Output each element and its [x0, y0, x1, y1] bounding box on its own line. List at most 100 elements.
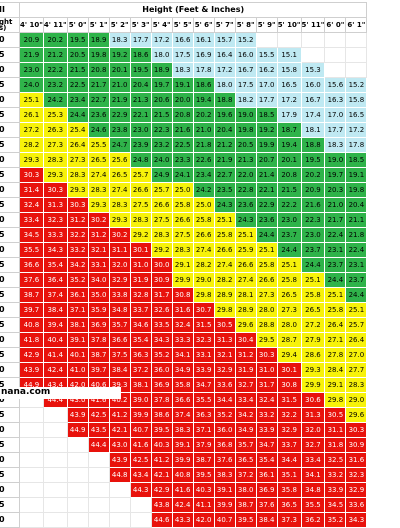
table-row: 5 43.842.441.139.938.737.636.535.534.533.…	[0, 497, 368, 513]
bmi-cell: 23.4	[66, 92, 89, 108]
bmi-cell: 25.0	[192, 197, 215, 213]
bmi-cell: 27.9	[300, 332, 326, 348]
bmi-cell: 33.6	[213, 377, 236, 393]
bmi-cell: 30.1	[276, 362, 302, 378]
empty-cell	[66, 512, 89, 528]
bmi-cell: 21.0	[324, 197, 347, 213]
weight-row-label: 0	[0, 422, 20, 438]
bmi-cell: 29.8	[213, 302, 236, 318]
column-header: 5' 5"	[171, 17, 194, 33]
bmi-cell: 35.5	[19, 242, 44, 258]
bmi-cell: 20.4	[213, 122, 236, 138]
bmi-cell: 32.0	[300, 422, 326, 438]
bmi-cell: 18.3	[324, 137, 347, 153]
bmi-cell: 24.4	[276, 242, 302, 258]
bmi-cell: 22.9	[108, 107, 131, 123]
bmi-cell: 28.7	[276, 332, 302, 348]
bmi-cell: 36.4	[42, 272, 68, 288]
bmi-cell: 31.5	[192, 317, 215, 333]
table-row: 037.636.435.234.032.931.930.929.929.028.…	[0, 272, 368, 288]
empty-cell	[66, 482, 89, 498]
bmi-cell: 34.2	[66, 257, 89, 273]
bmi-cell: 31.2	[234, 347, 257, 363]
bmi-cell: 18.7	[276, 122, 302, 138]
bmi-cell: 28.3	[345, 377, 368, 393]
bmi-cell: 34.3	[345, 512, 368, 528]
bmi-cell: 40.1	[66, 347, 89, 363]
bmi-cell: 24.4	[255, 227, 278, 243]
empty-cell	[19, 512, 44, 528]
weight-row-label: 5	[0, 107, 20, 123]
bmi-cell: 34.7	[192, 377, 215, 393]
bmi-cell: 22.3	[150, 122, 173, 138]
bmi-cell: 29.2	[150, 242, 173, 258]
bmi-cell: 32.3	[192, 332, 215, 348]
bmi-cell: 19.8	[234, 122, 257, 138]
table-row: 031.430.329.328.327.426.625.725.024.223.…	[0, 182, 368, 198]
bmi-cell: 34.3	[42, 242, 68, 258]
bmi-cell: 39.5	[150, 422, 173, 438]
bmi-cell: 24.0	[19, 77, 44, 93]
bmi-cell: 38.3	[171, 422, 194, 438]
bmi-cell: 19.4	[276, 137, 302, 153]
bmi-cell: 41.8	[19, 332, 44, 348]
bmi-cell: 34.4	[213, 392, 236, 408]
bmi-cell: 19.0	[324, 152, 347, 168]
bmi-cell: 24.4	[66, 107, 89, 123]
bmi-cell: 17.9	[276, 107, 302, 123]
empty-cell	[324, 32, 347, 48]
column-header: 5' 10"	[276, 17, 302, 33]
bmi-cell: 26.6	[234, 257, 257, 273]
bmi-cell: 15.8	[276, 62, 302, 78]
bmi-cell: 27.2	[300, 317, 326, 333]
bmi-cell: 37.4	[171, 407, 194, 423]
bmi-cell: 25.8	[324, 302, 347, 318]
weight-row-label: 5	[0, 497, 20, 513]
bmi-cell: 20.4	[129, 77, 152, 93]
bmi-cell: 19.7	[324, 167, 347, 183]
bmi-cell: 29.3	[87, 197, 110, 213]
bmi-cell: 36.1	[255, 467, 278, 483]
bmi-cell: 30.5	[213, 317, 236, 333]
bmi-cell: 37.5	[108, 347, 131, 363]
bmi-cell: 34.4	[276, 452, 302, 468]
bmi-cell: 28.2	[213, 272, 236, 288]
bmi-cell: 31.1	[108, 242, 131, 258]
bmi-cell: 25.0	[171, 182, 194, 198]
bmi-cell: 39.9	[213, 497, 236, 513]
bmi-cell: 27.1	[324, 332, 347, 348]
bmi-cell: 17.7	[255, 92, 278, 108]
bmi-cell: 44.9	[66, 422, 89, 438]
bmi-cell: 41.6	[129, 437, 152, 453]
bmi-cell: 27.4	[192, 242, 215, 258]
bmi-cell: 18.1	[300, 122, 326, 138]
bmi-cell: 30.6	[300, 392, 326, 408]
bmi-cell: 37.2	[129, 362, 152, 378]
bmi-cell: 30.3	[42, 182, 68, 198]
bmi-cell: 27.4	[87, 167, 110, 183]
column-header: 5' 0"	[66, 17, 89, 33]
bmi-cell: 16.3	[324, 92, 347, 108]
bmi-cell: 16.5	[276, 77, 302, 93]
bmi-cell: 35.5	[192, 392, 215, 408]
bmi-cell: 27.5	[150, 212, 173, 228]
bmi-cell: 29.6	[234, 317, 257, 333]
weight-row-label: 0	[0, 152, 20, 168]
bmi-cell: 24.8	[129, 152, 152, 168]
bmi-cell: 22.7	[87, 92, 110, 108]
bmi-cell: 20.5	[66, 47, 89, 63]
bmi-cell: 24.9	[150, 167, 173, 183]
bmi-cell: 30.1	[129, 242, 152, 258]
bmi-cell: 19.5	[66, 32, 89, 48]
bmi-cell: 24.7	[108, 137, 131, 153]
bmi-cell: 35.4	[255, 452, 278, 468]
bmi-cell: 39.7	[19, 302, 44, 318]
weight-row-label: 5	[0, 347, 20, 363]
empty-cell	[42, 497, 68, 513]
bmi-cell: 31.6	[171, 302, 194, 318]
bmi-cell: 25.1	[300, 272, 326, 288]
bmi-cell: 39.9	[171, 452, 194, 468]
bmi-cell: 18.5	[345, 152, 368, 168]
bmi-cell: 32.9	[345, 482, 368, 498]
bmi-cell: 33.6	[345, 497, 368, 513]
